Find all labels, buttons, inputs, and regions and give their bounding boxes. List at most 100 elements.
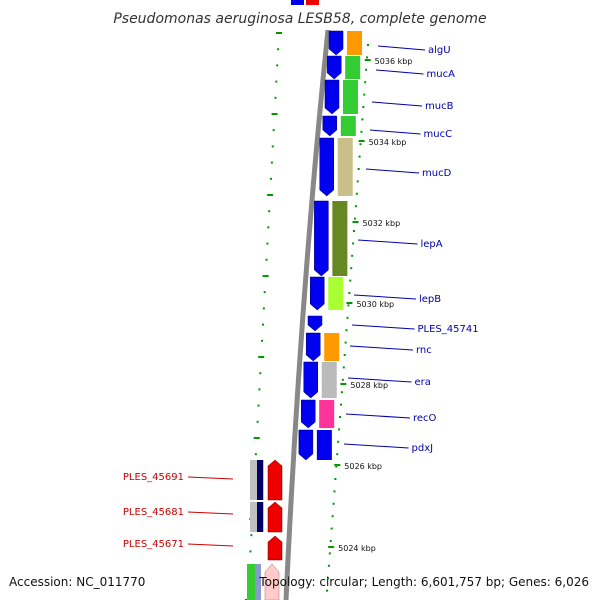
gene-label-PLES_45681: PLES_45681: [123, 507, 184, 518]
label-leader-line: [371, 101, 423, 107]
gene-arrow-rnc: [305, 332, 321, 362]
cog-block-lepB: [328, 277, 344, 310]
label-leader-line: [365, 168, 420, 174]
cog-block-rnc: [324, 333, 340, 361]
scale-tick: [263, 291, 266, 294]
scale-tick: [326, 577, 329, 580]
scale-tick: [353, 217, 356, 220]
scale-tick: [355, 192, 358, 195]
scale-tick: [357, 168, 360, 170]
scale-tick: [331, 515, 334, 518]
gene-arrow-pdxJ: [298, 429, 314, 461]
scale-major-tick: [340, 383, 347, 385]
scale-tick: [360, 130, 363, 133]
gene-arrow: [306, 0, 319, 5]
gene-arrow-PLES_45681: [267, 501, 283, 533]
label-leader-line: [377, 45, 426, 51]
gene-arrow: [291, 0, 304, 5]
scale-tick: [366, 56, 369, 59]
label-leader-line: [375, 69, 424, 75]
scale-tick: [339, 403, 342, 406]
scale-tick: [327, 564, 330, 567]
kbp-label: 5036 kbp: [375, 57, 413, 66]
cog-color-blocks: [316, 31, 363, 460]
scale-tick: [272, 129, 275, 132]
reverse-strand-genes: [247, 459, 283, 600]
kbp-scale: 5036 kbp 5034 kbp 5032 kbp 5030 kbp 5028 kbp…: [326, 44, 412, 592]
scale-tick: [332, 502, 335, 505]
scale-tick: [261, 323, 264, 326]
genome-backbone: [283, 29, 331, 600]
gene-arrow-algU: [328, 30, 344, 56]
forward-strand-genes: [291, 0, 344, 461]
scale-tick: [250, 534, 253, 537]
topology-text: Topology: circular; Length: 6,601,757 bp…: [258, 575, 589, 589]
gene-label-mucA: mucA: [427, 69, 456, 80]
scale-tick: [328, 552, 331, 555]
scale-tick: [265, 258, 268, 261]
scale-tick: [267, 226, 270, 229]
scale-tick: [253, 437, 260, 439]
gene-arrow-recO: [300, 399, 316, 429]
cog-block-mucC: [340, 116, 356, 136]
scale-tick: [343, 354, 346, 356]
scale-tick: [277, 48, 280, 51]
kbp-label: 5024 kbp: [338, 544, 376, 553]
gene-arrow-lepA: [314, 200, 329, 277]
scale-tick: [346, 316, 349, 319]
cog-block-PLES_45691: [257, 460, 263, 500]
scale-tick: [344, 341, 347, 344]
scale-tick: [267, 194, 274, 196]
scale-tick: [270, 161, 273, 164]
scale-tick: [274, 96, 277, 99]
scale-tick: [271, 145, 274, 148]
scale-tick: [341, 378, 344, 381]
scale-tick: [361, 118, 364, 121]
scale-tick: [254, 453, 257, 456]
scale-tick: [271, 113, 278, 115]
cog-block-pdxJ: [316, 430, 332, 460]
cog-block: [247, 564, 255, 600]
gene-label-mucC: mucC: [424, 129, 453, 140]
scale-tick: [258, 388, 261, 391]
right-gene-labels: algU mucA mucB mucC mucD lepA lepB PLES_45741rn…: [343, 45, 479, 454]
scale-tick: [275, 80, 278, 83]
scale-tick: [336, 453, 339, 456]
scale-tick: [259, 372, 262, 375]
scale-tick: [354, 205, 357, 208]
gene-label-lepA: lepA: [421, 239, 443, 250]
label-leader-line: [187, 476, 234, 480]
cog-block-PLES_45681: [257, 502, 263, 532]
scale-tick: [335, 465, 338, 468]
map-title: Pseudomonas aeruginosa LESB58, complete …: [113, 11, 486, 27]
scale-tick: [337, 440, 340, 443]
cog-block: [255, 564, 261, 600]
scale-tick: [349, 279, 352, 282]
gene-arrow-PLES_45691: [267, 459, 283, 501]
gene-label-PLES_45691: PLES_45691: [123, 472, 184, 483]
kbp-label: 5026 kbp: [344, 462, 382, 471]
scale-tick: [347, 304, 350, 307]
gene-label-era: era: [415, 377, 431, 388]
scale-major-tick: [364, 59, 371, 61]
scale-tick: [356, 180, 359, 183]
scale-tick: [257, 404, 260, 407]
gene-arrow-mucC: [322, 115, 338, 137]
scale-tick: [330, 527, 333, 530]
scale-tick: [351, 254, 354, 257]
gene-arrow-mucD: [319, 137, 334, 197]
cog-block-era: [321, 362, 337, 398]
scale-tick: [256, 420, 259, 423]
scale-tick: [266, 242, 269, 245]
scale-tick: [352, 242, 355, 245]
gene-arrow-mucB: [324, 79, 340, 115]
gene-arrow-PLES_45671: [267, 535, 283, 561]
gene-label-algU: algU: [428, 45, 451, 56]
scale-tick: [261, 339, 264, 342]
scale-tick: [268, 210, 271, 213]
label-leader-line: [345, 413, 411, 419]
cog-block-mucD: [337, 138, 353, 196]
scale-tick: [366, 44, 369, 46]
label-leader-line: [351, 324, 415, 330]
gene-label-mucB: mucB: [425, 101, 454, 112]
